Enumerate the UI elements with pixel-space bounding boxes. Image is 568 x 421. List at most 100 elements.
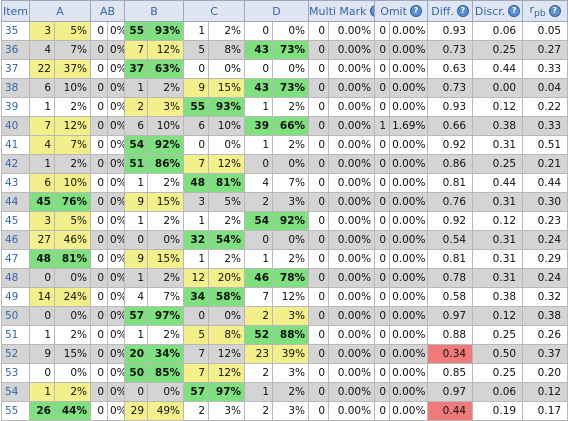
option-d-percent: 92% bbox=[272, 211, 310, 231]
option-c-percent: 15% bbox=[208, 78, 246, 98]
option-c-count: 9 bbox=[183, 78, 210, 98]
omit-count: 0 bbox=[374, 78, 391, 98]
multi-mark-percent: 0.00% bbox=[328, 268, 376, 288]
discrimination-value: 0.06 bbox=[472, 382, 524, 402]
option-ab-percent: 0% bbox=[106, 306, 126, 326]
option-a-percent: 10% bbox=[54, 78, 91, 98]
multi-mark-count: 0 bbox=[308, 116, 330, 136]
difficulty-value: 0.97 bbox=[427, 306, 474, 326]
header-omit[interactable]: Omit? bbox=[374, 0, 429, 22]
header-ab[interactable]: AB bbox=[89, 0, 126, 22]
header-d[interactable]: D bbox=[244, 0, 310, 22]
point-biserial-value: 0.26 bbox=[522, 325, 568, 345]
option-ab-count: 0 bbox=[90, 401, 108, 421]
point-biserial-value: 0.05 bbox=[522, 21, 568, 41]
option-b-count: 20 bbox=[124, 344, 149, 364]
item-number-link[interactable]: 42 bbox=[1, 154, 30, 174]
option-d-count: 0 bbox=[244, 154, 274, 174]
item-number-link[interactable]: 44 bbox=[1, 192, 30, 212]
item-number-link[interactable]: 53 bbox=[1, 363, 30, 383]
item-number-link[interactable]: 51 bbox=[1, 325, 30, 345]
discrimination-value: 0.31 bbox=[472, 192, 524, 212]
discrimination-value: 0.25 bbox=[472, 325, 524, 345]
option-b-percent: 2% bbox=[147, 78, 185, 98]
item-number-link[interactable]: 49 bbox=[1, 287, 30, 307]
help-icon[interactable]: ? bbox=[369, 5, 374, 18]
multi-mark-count: 0 bbox=[308, 287, 330, 307]
difficulty-value: 0.34 bbox=[427, 344, 474, 364]
multi-mark-count: 0 bbox=[308, 192, 330, 212]
option-d-percent: 66% bbox=[272, 116, 310, 136]
option-d-percent: 2% bbox=[272, 97, 310, 117]
option-a-percent: 81% bbox=[54, 249, 91, 269]
option-c-count: 1 bbox=[183, 211, 210, 231]
omit-percent: 0.00% bbox=[389, 78, 429, 98]
header-a[interactable]: A bbox=[29, 0, 91, 22]
omit-count: 0 bbox=[374, 59, 391, 79]
option-d-count: 39 bbox=[244, 116, 274, 136]
item-number-link[interactable]: 35 bbox=[1, 21, 30, 41]
help-icon[interactable]: ? bbox=[548, 5, 561, 17]
help-icon[interactable]: ? bbox=[456, 5, 469, 18]
table-row: 5300%00%5085%712%23%00.00%00.00%0.850.25… bbox=[1, 363, 568, 383]
omit-count: 0 bbox=[374, 154, 391, 174]
help-icon[interactable]: ? bbox=[409, 5, 422, 18]
option-a-count: 3 bbox=[29, 211, 55, 231]
table-row: 552644%00%2949%23%23%00.00%00.00%0.440.1… bbox=[1, 401, 568, 421]
option-c-percent: 0% bbox=[208, 306, 246, 326]
multi-mark-count: 0 bbox=[308, 40, 330, 60]
omit-percent: 1.69% bbox=[389, 116, 429, 136]
difficulty-value: 0.78 bbox=[427, 268, 474, 288]
item-number-link[interactable]: 50 bbox=[1, 306, 30, 326]
item-number-link[interactable]: 39 bbox=[1, 97, 30, 117]
option-a-percent: 7% bbox=[54, 40, 91, 60]
item-number-link[interactable]: 52 bbox=[1, 344, 30, 364]
header-b[interactable]: B bbox=[124, 0, 185, 22]
table-row: 4535%00%12%12%5492%00.00%00.00%0.920.120… bbox=[1, 211, 568, 231]
omit-percent: 0.00% bbox=[389, 287, 429, 307]
header-item[interactable]: Item bbox=[1, 0, 30, 22]
point-biserial-value: 0.22 bbox=[522, 97, 568, 117]
option-d-count: 46 bbox=[244, 268, 274, 288]
header-discr[interactable]: Discr.? bbox=[472, 0, 524, 22]
item-number-link[interactable]: 45 bbox=[1, 211, 30, 231]
header-diff[interactable]: Diff.? bbox=[427, 0, 474, 22]
option-a-percent: 44% bbox=[54, 401, 91, 421]
point-biserial-value: 0.51 bbox=[522, 135, 568, 155]
item-number-link[interactable]: 47 bbox=[1, 249, 30, 269]
header-multi-mark[interactable]: Multi Mark? bbox=[308, 0, 376, 22]
item-number-link[interactable]: 41 bbox=[1, 135, 30, 155]
option-a-count: 26 bbox=[29, 401, 55, 421]
item-number-link[interactable]: 46 bbox=[1, 230, 30, 250]
item-number-link[interactable]: 55 bbox=[1, 401, 30, 421]
difficulty-value: 0.76 bbox=[427, 192, 474, 212]
option-b-percent: 93% bbox=[147, 21, 185, 41]
help-icon[interactable]: ? bbox=[508, 5, 521, 18]
table-row: 38610%00%12%915%4373%00.00%00.00%0.730.0… bbox=[1, 78, 568, 98]
omit-count: 0 bbox=[374, 192, 391, 212]
multi-mark-percent: 0.00% bbox=[328, 287, 376, 307]
header-rpb[interactable]: rpb? bbox=[522, 0, 568, 22]
item-number-link[interactable]: 54 bbox=[1, 382, 30, 402]
option-ab-percent: 0% bbox=[106, 116, 126, 136]
item-number-link[interactable]: 38 bbox=[1, 78, 30, 98]
item-number-link[interactable]: 37 bbox=[1, 59, 30, 79]
header-c[interactable]: C bbox=[183, 0, 246, 22]
option-b-count: 1 bbox=[124, 268, 149, 288]
option-ab-percent: 0% bbox=[106, 192, 126, 212]
option-a-count: 22 bbox=[29, 59, 55, 79]
table-row: 5000%00%5797%00%23%00.00%00.00%0.970.120… bbox=[1, 306, 568, 326]
item-number-link[interactable]: 43 bbox=[1, 173, 30, 193]
item-number-link[interactable]: 40 bbox=[1, 116, 30, 136]
difficulty-value: 0.44 bbox=[427, 401, 474, 421]
option-ab-count: 0 bbox=[90, 59, 108, 79]
omit-percent: 0.00% bbox=[389, 135, 429, 155]
option-a-count: 0 bbox=[29, 363, 55, 383]
omit-percent: 0.00% bbox=[389, 192, 429, 212]
option-a-count: 7 bbox=[29, 116, 55, 136]
multi-mark-percent: 0.00% bbox=[328, 21, 376, 41]
item-number-link[interactable]: 48 bbox=[1, 268, 30, 288]
option-b-percent: 7% bbox=[147, 287, 185, 307]
item-number-link[interactable]: 36 bbox=[1, 40, 30, 60]
option-b-percent: 92% bbox=[147, 135, 185, 155]
